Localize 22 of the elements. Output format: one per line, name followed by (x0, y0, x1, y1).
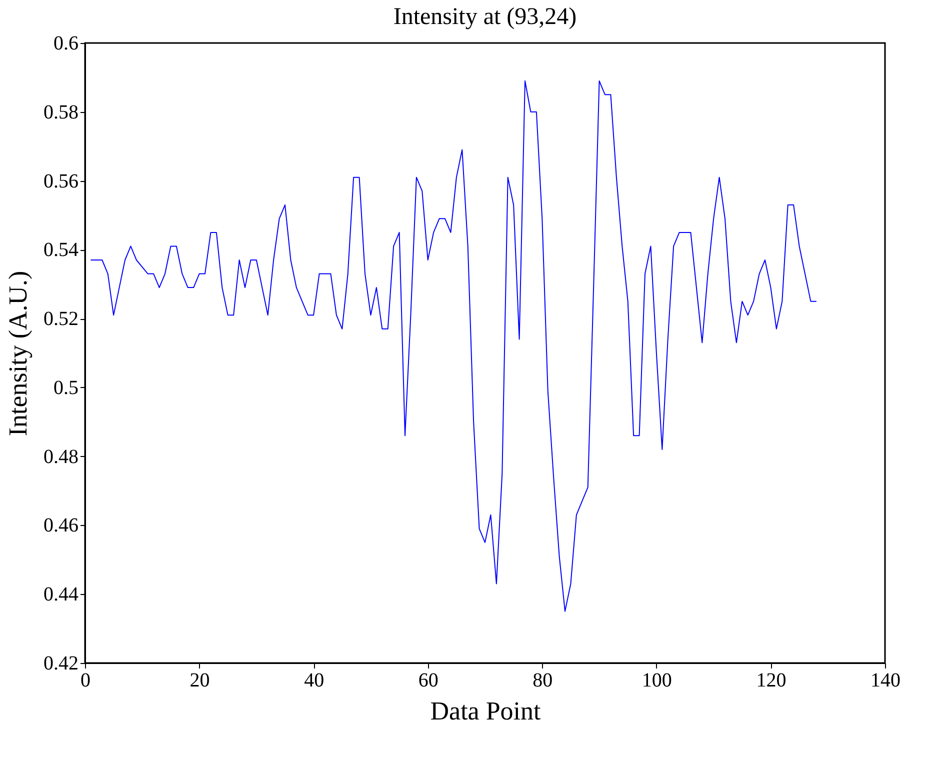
y-tick-label: 0.58 (44, 101, 78, 124)
x-tick-label: 140 (870, 670, 900, 692)
chart-title: Intensity at (93,24) (393, 4, 577, 30)
y-tick-label: 0.46 (44, 514, 78, 537)
y-tick-label: 0.52 (44, 308, 78, 330)
y-tick-label: 0.56 (44, 170, 78, 192)
x-tick-label: 120 (756, 670, 786, 692)
y-tick-label: 0.48 (44, 446, 78, 468)
x-tick-label: 100 (642, 670, 672, 692)
y-tick-label: 0.42 (44, 652, 78, 674)
x-tick-label: 80 (532, 670, 553, 692)
x-tick-label: 0 (80, 670, 90, 692)
x-tick-label: 60 (418, 670, 438, 692)
x-tick-label: 40 (304, 670, 324, 692)
y-tick-label: 0.5 (54, 376, 78, 399)
y-tick-label: 0.44 (44, 584, 78, 606)
y-tick-label: 0.54 (44, 239, 78, 262)
y-tick-label: 0.6 (54, 32, 78, 54)
x-tick-label: 20 (190, 670, 210, 692)
line-series (90, 80, 817, 612)
x-axis-title: Data Point (430, 696, 542, 726)
y-axis-title: Intensity (A.U.) (4, 270, 32, 436)
